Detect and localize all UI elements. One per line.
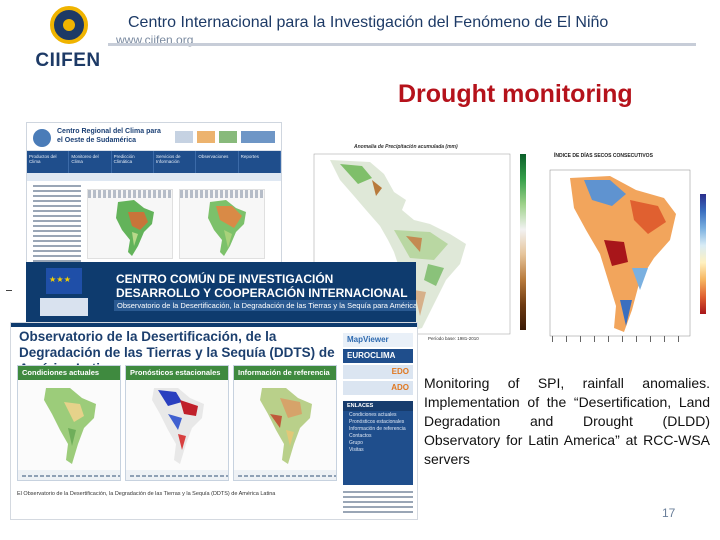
panel-heading: Información de referencia	[234, 366, 336, 380]
panel-map-image	[152, 388, 204, 464]
partner-logos	[175, 131, 275, 143]
slide-title: Drought monitoring	[398, 80, 633, 108]
euroclima-button[interactable]: EUROCLIMA	[343, 349, 413, 363]
site-nav-item[interactable]: Productos del Clima	[27, 151, 70, 173]
panel-footer	[126, 470, 228, 480]
panel-current-conditions[interactable]: Condiciones actuales	[17, 365, 121, 481]
site-subnav	[27, 173, 281, 181]
panel-heading: Pronósticos estacionales	[126, 366, 228, 380]
site-text-column	[33, 185, 81, 277]
ddts-footer-text: El Observatorio de la Desertificación, l…	[17, 491, 276, 497]
spi-map-thumbnail[interactable]	[179, 189, 265, 259]
ciifen-logo: CIIFEN	[32, 4, 104, 78]
panel-heading: Condiciones actuales	[18, 366, 120, 380]
ado-button[interactable]: ADO	[343, 381, 413, 395]
site-nav-item[interactable]: Predicción Climática	[112, 151, 154, 173]
site-nav-item[interactable]: Servicios de Información	[154, 151, 197, 173]
cdd-colorbar	[700, 194, 706, 314]
ciifen-emblem-icon	[50, 6, 88, 44]
panel-reference-information[interactable]: Información de referencia	[233, 365, 337, 481]
wmo-logo-icon	[33, 129, 51, 147]
divider-mark	[6, 290, 12, 291]
crc-sas-website-screenshot: Centro Regional del Clima para el Oeste …	[26, 122, 282, 280]
banner-tagline: Observatorio de la Desertificación, la D…	[114, 300, 416, 311]
org-title: Centro Internacional para la Investigaci…	[128, 14, 609, 31]
european-commission-logo	[40, 298, 88, 316]
side-menu-item[interactable]: Contactos	[349, 432, 372, 439]
edo-button[interactable]: EDO	[343, 365, 413, 379]
site-header: Centro Regional del Clima para el Oeste …	[27, 123, 281, 151]
eu-flag-icon	[46, 268, 82, 294]
banner-heading: CENTRO COMÚN DE INVESTIGACIÓN	[116, 272, 334, 286]
site-body	[27, 181, 281, 279]
anomaly-colorbar	[520, 154, 526, 330]
site-nav-item[interactable]: Monitoreo del Clima	[69, 151, 112, 173]
anomaly-map-caption: Anomalía de Precipitación acumulada (mm)	[354, 144, 458, 150]
cdd-map-caption: ÍNDICE DE DÍAS SECOS CONSECUTIVOS	[554, 153, 653, 159]
ddts-top-bar	[11, 323, 417, 327]
side-menu-item[interactable]: Grupo	[349, 439, 363, 446]
side-menu-item[interactable]: Condiciones actuales	[349, 411, 397, 418]
site-nav: Productos del Clima Monitoreo del Clima …	[27, 151, 281, 173]
anomaly-period: Período base: 1981-2010	[428, 336, 479, 341]
side-menu-heading: ENLACES	[343, 401, 413, 411]
ddts-observatory-page: Observatorio de la Desertificación, de l…	[10, 322, 418, 520]
side-menu-item[interactable]: Visitas	[349, 446, 364, 453]
cdd-longitude-axis	[552, 336, 692, 342]
ddts-footer-links	[343, 491, 413, 515]
panel-map-image	[260, 388, 312, 464]
side-menu-item[interactable]: Pronósticos estacionales	[349, 418, 405, 425]
slide-body-text: Monitoring of SPI, rainfall anomalies. I…	[424, 375, 710, 467]
page-number: 17	[662, 506, 676, 520]
consecutive-dry-days-map: ÍNDICE DE DÍAS SECOS CONSECUTIVOS	[540, 150, 712, 346]
header-divider	[108, 43, 696, 46]
side-menu-item[interactable]: Información de referencia	[349, 425, 406, 432]
mapviewer-button[interactable]: MapViewer	[343, 333, 413, 347]
banner-subheading: DESARROLLO Y COOPERACIÓN INTERNACIONAL	[116, 286, 408, 300]
site-title: Centro Regional del Clima para el Oeste …	[57, 128, 161, 144]
ddts-side-menu: ENLACES Condiciones actuales Pronósticos…	[343, 401, 413, 485]
panel-seasonal-forecasts[interactable]: Pronósticos estacionales	[125, 365, 229, 481]
panel-footer	[234, 470, 336, 480]
jrc-banner: CENTRO COMÚN DE INVESTIGACIÓN DESARROLLO…	[26, 262, 416, 324]
spi-map-thumbnail[interactable]	[87, 189, 173, 259]
site-nav-item[interactable]: Reportes	[239, 151, 281, 173]
panel-footer	[18, 470, 120, 480]
cdd-map-graphic	[549, 169, 691, 337]
site-nav-item[interactable]: Observaciones	[196, 151, 239, 173]
logo-text: CIIFEN	[35, 50, 101, 71]
panel-map-image	[44, 388, 96, 464]
